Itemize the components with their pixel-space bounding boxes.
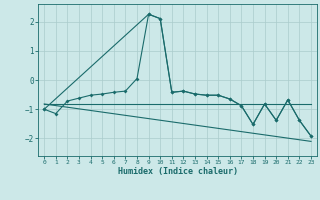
X-axis label: Humidex (Indice chaleur): Humidex (Indice chaleur)	[118, 167, 238, 176]
